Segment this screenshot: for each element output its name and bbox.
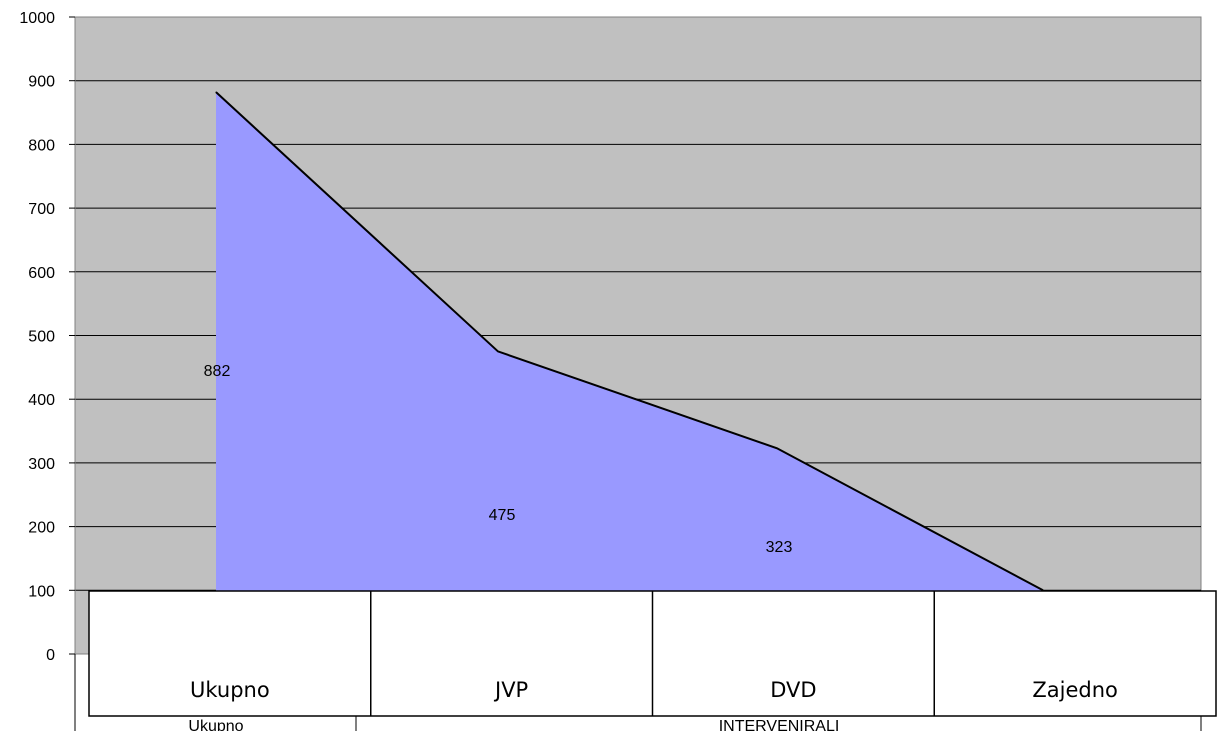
data-point-dvd	[776, 447, 778, 449]
data-point-jvp	[497, 350, 499, 352]
y-tick-label: 400	[28, 392, 55, 409]
group-label: INTERVENIRALI	[719, 718, 840, 731]
category-table: Ukupno JVP DVD Zajedno	[88, 590, 1217, 717]
y-tick-label: 800	[28, 137, 55, 154]
y-tick-label: 100	[28, 583, 55, 600]
y-axis: 0 100 200 300 400 500 600 700 800 900 1000	[19, 10, 76, 731]
y-tick-label: 0	[46, 647, 55, 664]
data-point-ukupno	[215, 91, 217, 93]
data-label: 882	[204, 363, 231, 380]
y-tick-label: 900	[28, 74, 55, 91]
y-tick-label: 700	[28, 201, 55, 218]
data-labels: 882 475 323	[204, 363, 793, 556]
table-cell-jvp: JVP	[493, 678, 528, 702]
table-cell-ukupno: Ukupno	[190, 678, 270, 702]
table-cell-dvd: DVD	[770, 678, 816, 702]
y-tick-label: 600	[28, 265, 55, 282]
series-line	[215, 91, 1044, 592]
category-label: Ukupno	[188, 718, 243, 731]
area-fill	[216, 92, 1043, 654]
data-label: 475	[489, 507, 516, 524]
y-tick-label: 500	[28, 329, 55, 346]
y-tick-label: 200	[28, 520, 55, 537]
y-tick-label: 300	[28, 456, 55, 473]
y-tick-label: 1000	[19, 10, 55, 27]
data-label: 323	[766, 539, 793, 556]
table-cell-zajedno: Zajedno	[1032, 678, 1118, 702]
